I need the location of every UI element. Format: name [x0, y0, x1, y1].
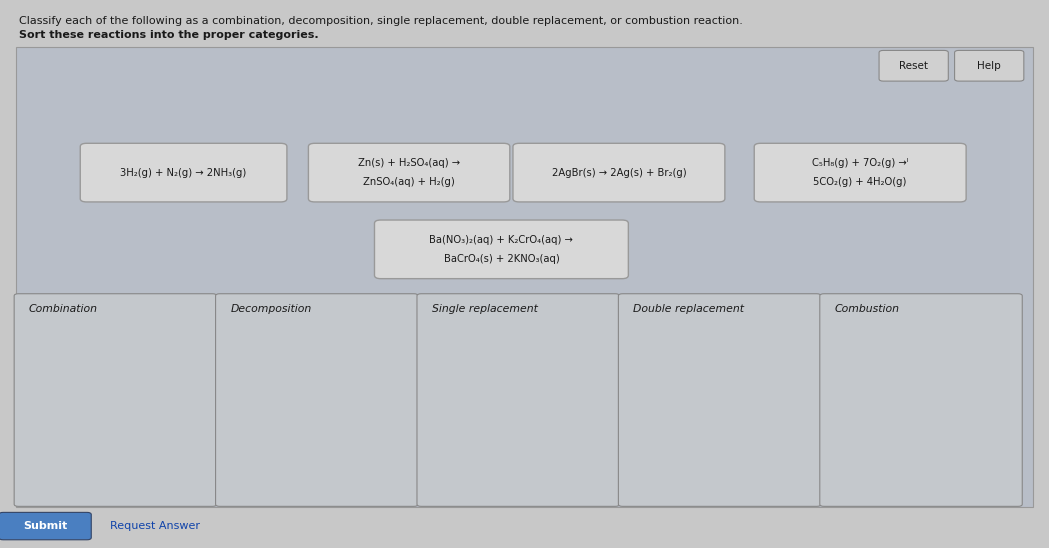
Text: 5CO₂(g) + 4H₂O(g): 5CO₂(g) + 4H₂O(g)	[813, 177, 907, 187]
FancyBboxPatch shape	[374, 220, 628, 278]
FancyBboxPatch shape	[879, 50, 948, 81]
Text: Single replacement: Single replacement	[432, 304, 537, 314]
FancyBboxPatch shape	[416, 294, 619, 506]
FancyBboxPatch shape	[513, 143, 725, 202]
FancyBboxPatch shape	[618, 294, 820, 506]
Text: C₅H₈(g) + 7O₂(g) →ᴵ: C₅H₈(g) + 7O₂(g) →ᴵ	[812, 158, 908, 168]
FancyBboxPatch shape	[820, 294, 1022, 506]
Text: 3H₂(g) + N₂(g) → 2NH₃(g): 3H₂(g) + N₂(g) → 2NH₃(g)	[121, 168, 247, 178]
FancyBboxPatch shape	[308, 143, 510, 202]
FancyBboxPatch shape	[15, 294, 217, 506]
Text: Sort these reactions into the proper categories.: Sort these reactions into the proper cat…	[19, 30, 319, 40]
Text: ZnSO₄(aq) + H₂(g): ZnSO₄(aq) + H₂(g)	[363, 177, 455, 187]
Text: Ba(NO₃)₂(aq) + K₂CrO₄(aq) →: Ba(NO₃)₂(aq) + K₂CrO₄(aq) →	[429, 235, 574, 245]
Text: Combination: Combination	[29, 304, 98, 314]
FancyBboxPatch shape	[80, 143, 286, 202]
Text: Combustion: Combustion	[835, 304, 899, 314]
Text: Double replacement: Double replacement	[634, 304, 744, 314]
FancyBboxPatch shape	[955, 50, 1024, 81]
Text: Reset: Reset	[899, 61, 928, 71]
FancyBboxPatch shape	[215, 294, 418, 506]
FancyBboxPatch shape	[0, 512, 91, 540]
Text: Decomposition: Decomposition	[231, 304, 312, 314]
Text: Submit: Submit	[23, 521, 67, 531]
Bar	[16, 47, 1033, 507]
Text: Zn(s) + H₂SO₄(aq) →: Zn(s) + H₂SO₄(aq) →	[358, 158, 461, 168]
Text: Request Answer: Request Answer	[110, 521, 200, 531]
Text: BaCrO₄(s) + 2KNO₃(aq): BaCrO₄(s) + 2KNO₃(aq)	[444, 254, 559, 264]
Text: Help: Help	[978, 61, 1001, 71]
FancyBboxPatch shape	[754, 143, 966, 202]
Text: 2AgBr(s) → 2Ag(s) + Br₂(g): 2AgBr(s) → 2Ag(s) + Br₂(g)	[552, 168, 686, 178]
Text: Classify each of the following as a combination, decomposition, single replaceme: Classify each of the following as a comb…	[19, 16, 743, 26]
